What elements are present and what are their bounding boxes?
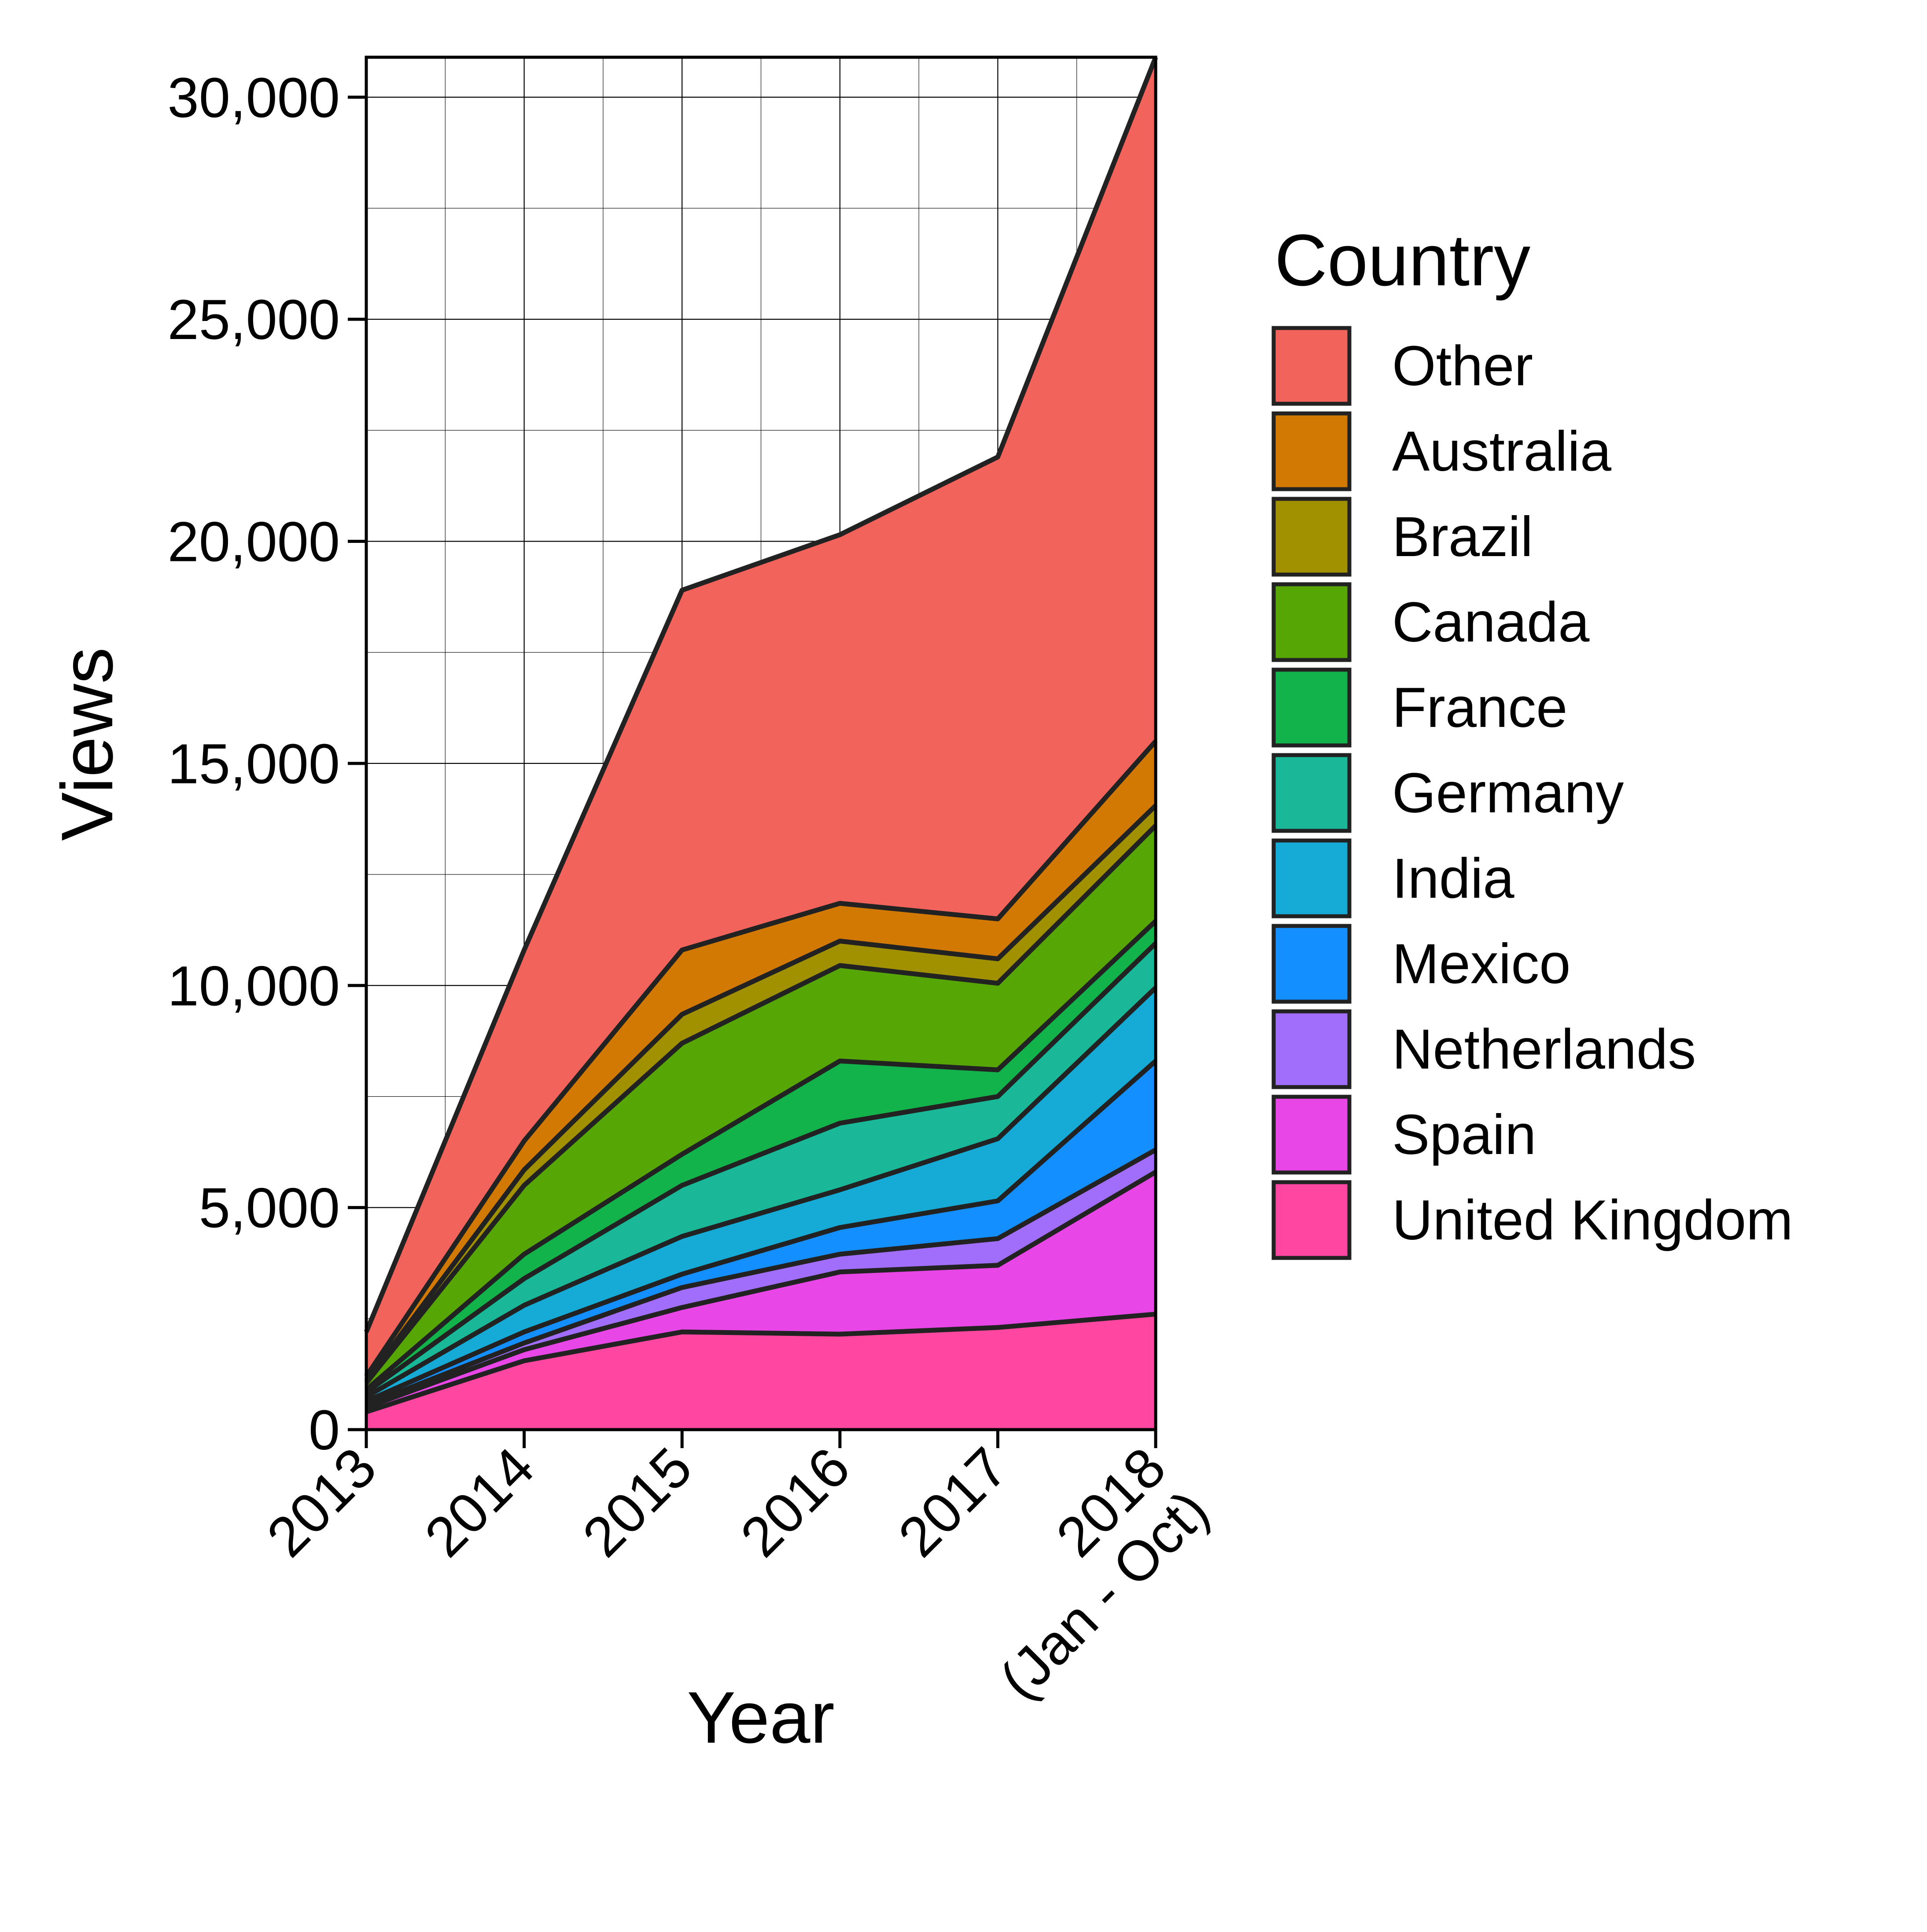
plot-frame xyxy=(365,55,1157,1431)
y-tick-label: 5,000 xyxy=(199,1177,340,1240)
series-boundary-other xyxy=(364,56,1158,1333)
legend-swatch xyxy=(1271,1095,1352,1175)
legend-label: India xyxy=(1392,847,1514,910)
x-tick-label: 2016 xyxy=(729,1436,862,1569)
x-axis-title: Year xyxy=(687,1677,834,1759)
series-boundary-brazil xyxy=(364,804,1157,1383)
y-tick-label: 20,000 xyxy=(168,511,340,574)
series-boundary-netherlands xyxy=(365,1147,1157,1407)
area-india xyxy=(366,988,1156,1401)
series-boundary-germany xyxy=(365,941,1157,1394)
y-tick-label: 0 xyxy=(309,1399,340,1462)
y-tick-label: 15,000 xyxy=(168,733,340,796)
legend-swatch xyxy=(1271,326,1352,406)
area-layers xyxy=(364,56,1158,1430)
legend-label: Other xyxy=(1392,335,1533,398)
legend-swatch xyxy=(1271,924,1352,1004)
y-axis: 0 5,000 10,000 15,000 20,000 25,000 30,000 xyxy=(168,66,366,1462)
area-germany xyxy=(366,943,1156,1397)
y-tick-label: 30,000 xyxy=(168,66,340,129)
legend-label: France xyxy=(1392,676,1567,739)
y-axis-title: Views xyxy=(47,647,128,841)
legend-swatch xyxy=(1271,1180,1352,1260)
x-tick-label: 2015 xyxy=(571,1436,704,1569)
legend-label: United Kingdom xyxy=(1392,1189,1793,1252)
legend-label: Canada xyxy=(1392,591,1590,654)
series-boundary-spain xyxy=(365,1170,1157,1410)
x-tick-label: 2017 xyxy=(887,1436,1020,1569)
legend-swatch xyxy=(1271,411,1352,491)
area-other xyxy=(366,57,1156,1376)
legend-swatch xyxy=(1271,667,1352,748)
y-tick-label: 10,000 xyxy=(168,955,340,1018)
legend-swatch xyxy=(1271,753,1352,833)
y-tick-label: 25,000 xyxy=(168,288,340,351)
series-boundary-france xyxy=(365,919,1157,1392)
legend-label: Brazil xyxy=(1392,505,1533,568)
area-united-kingdom xyxy=(366,1314,1156,1430)
legend-title: Country xyxy=(1275,220,1530,301)
area-netherlands xyxy=(366,1150,1156,1408)
series-boundary-united-kingdom xyxy=(365,1312,1156,1414)
legend: Country Other Australia Brazil Canada France… xyxy=(1271,220,1793,1260)
legend-label: Mexico xyxy=(1392,933,1570,995)
series-boundary-canada xyxy=(364,824,1157,1385)
legend-label: Spain xyxy=(1392,1103,1536,1166)
x-tick-label: 2014 xyxy=(413,1436,546,1569)
legend-swatch xyxy=(1271,497,1352,577)
legend-swatch xyxy=(1271,838,1352,918)
x-axis: 2013 2014 2015 2016 2017 2018(Jan - Oct) xyxy=(255,1430,1220,1711)
legend-label: Netherlands xyxy=(1392,1018,1696,1081)
legend-label: Germany xyxy=(1392,762,1624,825)
series-boundary-australia xyxy=(364,739,1158,1378)
series-boundary-mexico xyxy=(365,1059,1157,1404)
legend-swatch xyxy=(1271,1009,1352,1089)
legend-swatch xyxy=(1271,582,1352,662)
series-boundary-india xyxy=(365,986,1157,1399)
legend-label: Australia xyxy=(1392,420,1612,483)
